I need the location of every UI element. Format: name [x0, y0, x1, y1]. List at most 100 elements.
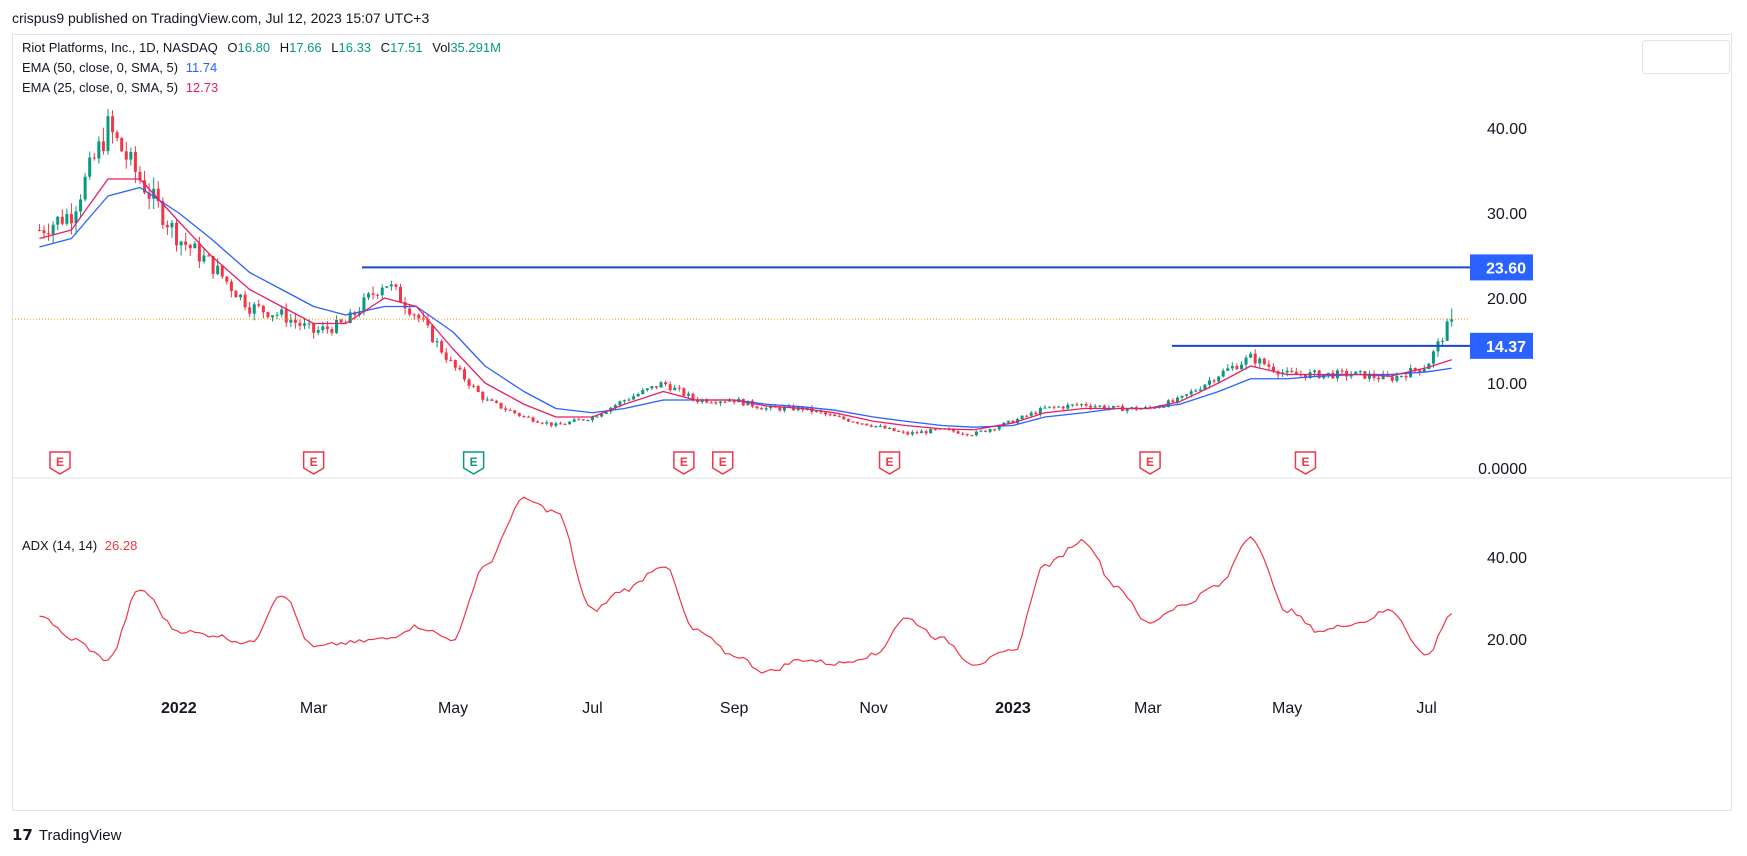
candle-up [545, 422, 549, 424]
earnings-marker-icon [1139, 451, 1161, 475]
footer-brand[interactable]: 17 TradingView [12, 826, 121, 844]
candle-down [504, 408, 508, 410]
candle-down [869, 425, 873, 427]
candle-down [846, 419, 850, 422]
candle-down [819, 410, 823, 413]
candle-down [284, 309, 288, 323]
candle-up [645, 388, 649, 391]
candle-up [79, 199, 83, 212]
candle-down [499, 402, 503, 409]
candle-up [595, 416, 599, 418]
candle-up [627, 399, 631, 401]
candle-down [883, 425, 887, 429]
candle-down [211, 256, 215, 275]
candle-down [138, 171, 142, 181]
candle-up [1326, 372, 1330, 375]
footer-brand-text: TradingView [38, 826, 122, 844]
candle-down [842, 416, 846, 420]
candle-down [225, 276, 229, 282]
time-axis-tick-label: Mar [300, 700, 328, 717]
candle-up [728, 400, 732, 402]
candle-up [97, 141, 101, 159]
candle-down [376, 294, 380, 296]
candle-up [1070, 404, 1074, 406]
time-axis-tick-label: Sep [720, 700, 749, 717]
candle-down [1102, 405, 1106, 409]
time-axis-tick-label: May [438, 700, 468, 717]
ema50-line [39, 186, 1452, 428]
candle-down [1340, 370, 1344, 372]
time-axis-tick-label: Jul [582, 700, 602, 717]
candle-down [901, 431, 905, 433]
toolbar-box[interactable] [1642, 40, 1730, 74]
candle-up [307, 323, 311, 325]
candle-up [271, 315, 275, 318]
candle-down [449, 359, 453, 361]
candle-up [179, 241, 183, 246]
candle-up [280, 309, 284, 315]
candle-up [874, 426, 878, 428]
ema50-label: EMA (50, close, 0, SMA, 5) [22, 60, 179, 75]
candle-up [1395, 375, 1399, 381]
candle-up [929, 429, 933, 434]
candle-down [558, 423, 562, 425]
candle-down [755, 406, 759, 409]
candle-down [69, 214, 73, 224]
candle-up [1093, 406, 1097, 408]
candle-up [367, 293, 371, 298]
candle-down [462, 369, 466, 380]
candle-up [636, 394, 640, 397]
candle-down [540, 422, 544, 424]
candle-down [984, 430, 988, 432]
candle-down [924, 431, 928, 434]
candle-down [453, 360, 457, 368]
ema25-legend[interactable]: EMA (25, close, 0, SMA, 5) 12.73 [22, 80, 218, 95]
open-value: 16.80 [237, 40, 271, 55]
candle-up [604, 411, 608, 414]
candle-up [814, 410, 818, 412]
candle-down [1404, 375, 1408, 378]
candle-down [188, 244, 192, 249]
candle-down [778, 407, 782, 411]
candle-down [143, 180, 147, 193]
earnings-marker-icon [49, 451, 71, 475]
candle-up [129, 151, 133, 160]
candle-up [193, 243, 197, 249]
candle-up [83, 176, 87, 200]
time-axis-tick-label: 2022 [161, 700, 197, 717]
candle-down [1235, 366, 1239, 370]
candle-down [682, 388, 686, 396]
candle-up [1057, 406, 1061, 408]
symbol-legend: Riot Platforms, Inc., 1D, NASDAQ O16.80 … [22, 40, 501, 55]
candle-down [1303, 374, 1307, 379]
ema50-legend[interactable]: EMA (50, close, 0, SMA, 5) 11.74 [22, 60, 217, 75]
candle-up [979, 430, 983, 432]
adx-legend[interactable]: ADX (14, 14) 26.28 [22, 538, 137, 553]
candle-up [1244, 357, 1248, 365]
candle-up [1038, 408, 1042, 415]
time-axis-tick-label: 2023 [995, 700, 1031, 717]
candle-down [1262, 358, 1266, 365]
candle-up [357, 312, 361, 316]
earnings-marker-label: E [886, 455, 894, 469]
close-value: 17.51 [390, 40, 423, 55]
earnings-marker-label: E [56, 455, 64, 469]
time-axis-tick-label: Jul [1416, 700, 1436, 717]
price-axis-tick-label: 40.00 [1487, 121, 1527, 138]
candle-up [1381, 374, 1385, 380]
candle-up [385, 286, 389, 288]
symbol-name[interactable]: Riot Platforms, Inc., 1D, NASDAQ [22, 40, 218, 55]
candle-down [824, 412, 828, 415]
adx-axis-tick-label: 20.00 [1487, 632, 1527, 649]
earnings-marker-icon [462, 451, 485, 475]
candle-down [293, 319, 297, 323]
price-axis-tick-label: 0.0000 [1478, 461, 1527, 478]
candle-up [1441, 340, 1445, 342]
candle-up [1189, 391, 1193, 395]
candle-down [426, 319, 430, 326]
earnings-marker-label: E [719, 455, 727, 469]
candle-up [650, 386, 654, 389]
candle-down [865, 423, 869, 426]
candle-up [641, 390, 645, 395]
